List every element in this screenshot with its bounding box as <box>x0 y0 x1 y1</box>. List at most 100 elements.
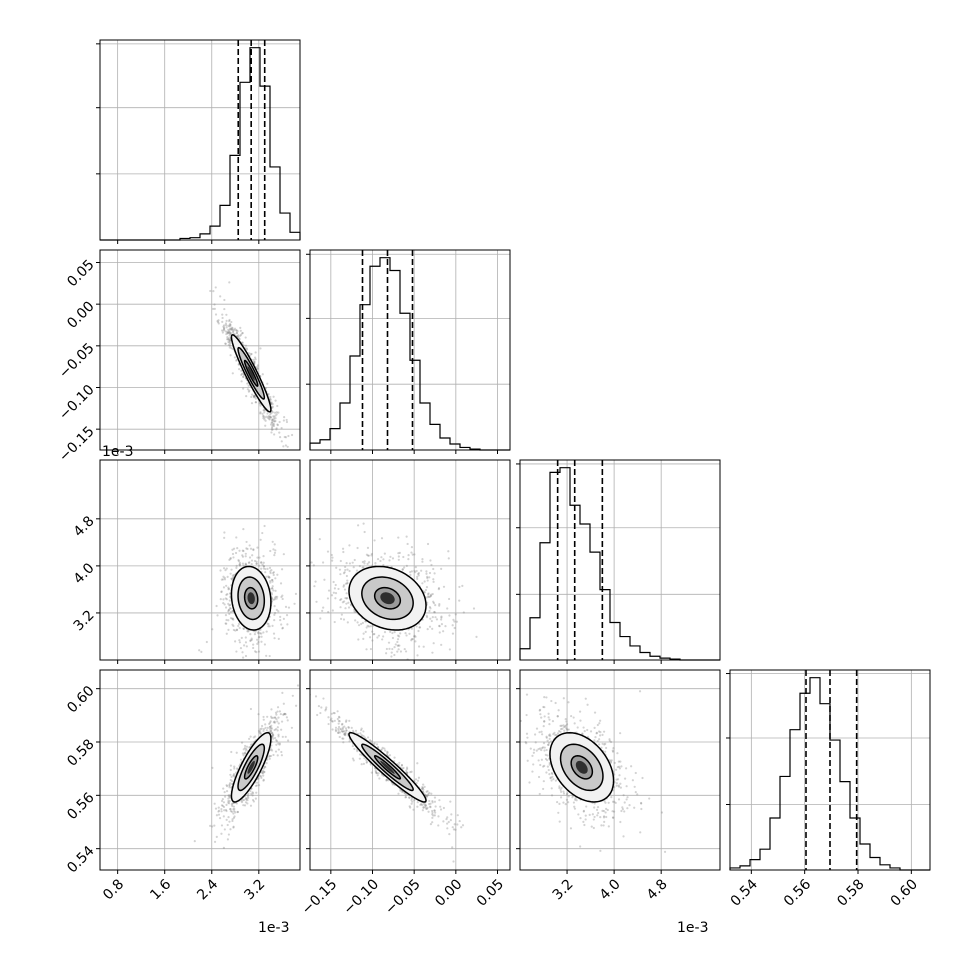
scatter-point <box>252 396 256 399</box>
scatter-point <box>242 387 245 390</box>
scatter-point <box>422 806 425 809</box>
scatter-point <box>262 555 265 558</box>
scatter-point <box>277 742 280 745</box>
scatter-point <box>405 771 408 774</box>
scatter-point <box>253 395 256 398</box>
scatter-point <box>254 735 257 738</box>
scatter-point <box>282 553 285 556</box>
scatter-point <box>270 431 273 434</box>
scatter-point <box>341 730 344 733</box>
scatter-point <box>239 326 242 329</box>
scatter-point <box>448 614 451 617</box>
scatter-point <box>271 421 274 424</box>
scatter-point <box>216 614 219 617</box>
scatter-point <box>373 539 376 542</box>
scatter-point <box>411 800 414 803</box>
contour-line <box>361 576 414 621</box>
scatter-point <box>447 550 450 553</box>
scatter-point <box>442 585 446 588</box>
scatter-point <box>333 620 336 624</box>
scatter-point <box>239 758 243 761</box>
scatter-point <box>227 801 230 804</box>
scatter-point <box>424 807 428 810</box>
scatter-point <box>273 417 276 421</box>
scatter-point <box>248 389 251 392</box>
scatter-point <box>553 731 556 734</box>
panel-border <box>309 249 511 451</box>
scatter-point <box>425 585 429 589</box>
scatter-point <box>365 648 368 651</box>
scatter-point <box>281 626 284 629</box>
scatter-point <box>340 723 344 726</box>
scatter-point <box>239 329 242 332</box>
scatter-point <box>334 592 338 595</box>
panel-border <box>519 459 721 661</box>
scatter-point <box>222 326 226 329</box>
scatter-point <box>413 798 416 802</box>
scatter-point <box>273 411 277 414</box>
scatter-point <box>225 809 228 813</box>
scatter-point <box>236 329 239 333</box>
scatter-point <box>341 722 344 726</box>
scatter-point <box>225 790 229 793</box>
scatter-point <box>220 832 223 835</box>
scatter-point <box>227 619 230 622</box>
scatter-point <box>229 808 232 811</box>
scatter-point <box>228 329 231 332</box>
scatter-point <box>261 770 264 773</box>
scatter-point <box>334 728 337 731</box>
scatter-point <box>592 818 595 821</box>
scatter-point <box>250 559 254 562</box>
scatter-point <box>244 801 248 804</box>
scatter-point <box>254 401 258 404</box>
scatter-point <box>351 757 355 760</box>
scatter-point <box>369 763 372 766</box>
scatter-point <box>338 735 341 739</box>
scatter-point <box>341 601 344 604</box>
scatter-point <box>221 316 224 320</box>
scatter-point <box>269 415 272 419</box>
scatter-point <box>343 733 346 736</box>
scatter-point <box>234 640 237 643</box>
scatter-point <box>428 605 432 609</box>
scatter-point <box>262 767 266 770</box>
scatter-point <box>213 802 216 805</box>
scatter-point <box>416 762 419 765</box>
scatter-point <box>242 375 245 378</box>
contour-line <box>230 731 272 803</box>
scatter-point <box>440 618 443 621</box>
scatter-point <box>404 796 407 799</box>
scatter-point <box>431 813 434 816</box>
scatter-point <box>377 772 380 775</box>
scatter-point <box>268 576 271 579</box>
scatter-point <box>428 576 431 579</box>
scatter-point <box>238 549 241 552</box>
scatter-point <box>273 596 277 599</box>
scatter-point <box>260 727 263 730</box>
scatter-point <box>275 413 278 416</box>
scatter-point <box>226 785 229 788</box>
scatter-point <box>345 592 348 595</box>
scatter-point <box>248 352 251 355</box>
scatter-point <box>225 326 228 329</box>
scatter-point <box>422 788 425 791</box>
scatter-point <box>238 641 242 644</box>
scatter-point <box>223 578 227 581</box>
scatter-point <box>242 748 245 751</box>
scatter-point <box>270 724 273 727</box>
scatter-point <box>223 536 226 539</box>
scatter-point <box>230 577 233 580</box>
scatter-point <box>420 787 423 790</box>
scatter-point <box>268 566 272 569</box>
scatter-point <box>433 610 436 614</box>
scatter-point <box>231 818 234 821</box>
scatter-point <box>222 601 225 605</box>
scatter-point <box>425 572 428 575</box>
scatter-point <box>256 546 259 549</box>
scatter-point <box>233 807 236 811</box>
scatter-point <box>401 568 404 571</box>
scatter-point <box>426 789 429 793</box>
scatter-point <box>224 322 228 325</box>
scatter-point <box>273 728 276 732</box>
scatter-point <box>234 551 238 555</box>
